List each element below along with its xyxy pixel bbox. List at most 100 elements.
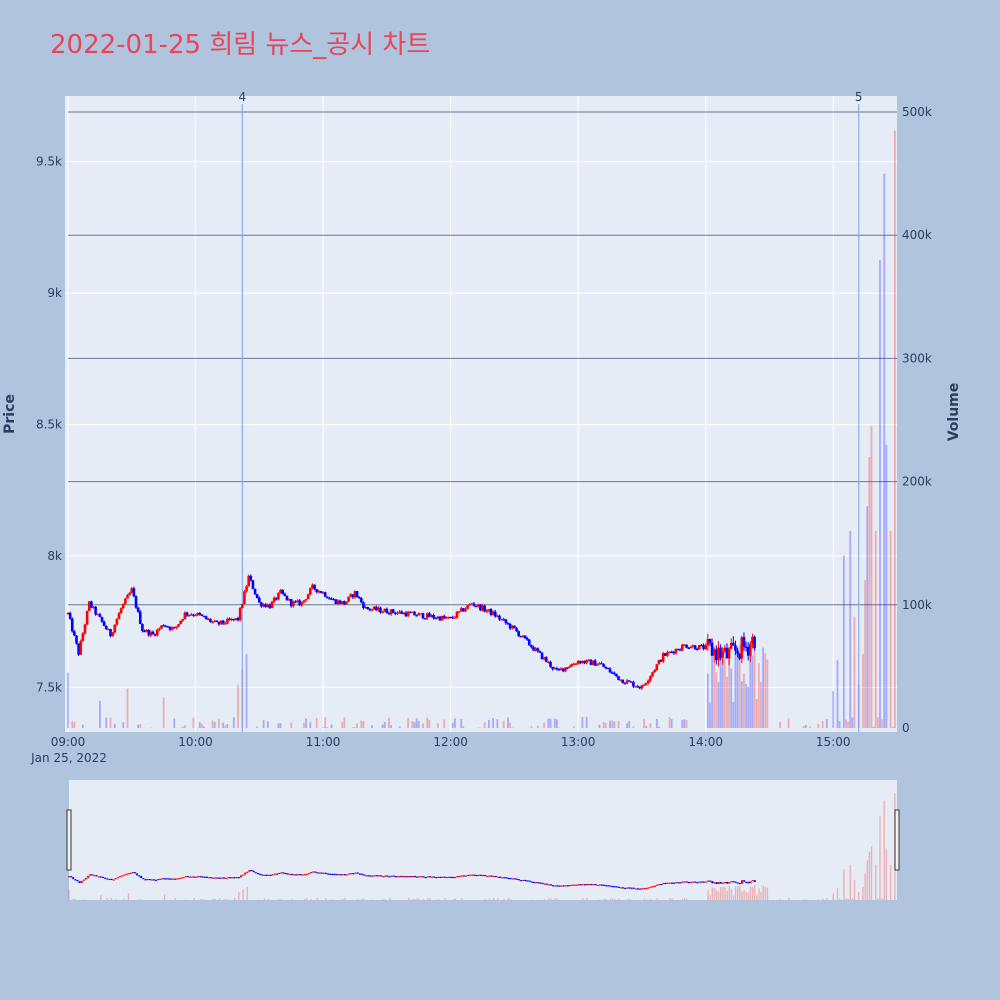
range-volume-bar (416, 898, 418, 900)
range-handle[interactable] (66, 809, 72, 871)
volume-bar (817, 723, 820, 728)
range-candle (515, 878, 518, 880)
candle-body (387, 613, 391, 615)
range-volume-bar (303, 899, 306, 900)
volume-bar (749, 653, 752, 728)
range-volume-bar (412, 898, 414, 900)
y-tick-label: 9k (47, 286, 62, 300)
range-candle (462, 875, 465, 877)
candle-body (578, 661, 582, 664)
candle-body (245, 586, 248, 592)
volume-bar (237, 684, 239, 728)
range-candle (622, 887, 625, 889)
candle-body (168, 627, 172, 630)
range-candle (465, 875, 468, 877)
candle-body (481, 605, 484, 611)
range-candle (244, 872, 247, 875)
range-candle (144, 879, 147, 881)
range-candle (346, 874, 349, 876)
range-candle (261, 874, 264, 876)
candle-body (742, 637, 746, 647)
candle-body (294, 601, 297, 603)
candle-body (196, 612, 199, 616)
range-candle (155, 879, 158, 881)
range-handle[interactable] (894, 809, 900, 871)
range-volume-bar (344, 898, 346, 900)
range-volume-bar (454, 898, 457, 900)
volume-bar (173, 718, 176, 728)
candle-body (221, 620, 225, 624)
range-candle (201, 876, 204, 878)
volume-bar (502, 720, 505, 728)
range-candle (751, 880, 754, 882)
range-volume-bar (764, 886, 767, 900)
range-candle (299, 874, 302, 876)
range-candle (730, 881, 733, 883)
candle-body (249, 575, 253, 581)
volume-bar (885, 444, 888, 728)
range-candle (704, 881, 707, 883)
range-volume-bar (821, 898, 824, 900)
volume-bar (98, 700, 101, 728)
candle-body (498, 615, 501, 620)
candle-body (81, 633, 85, 642)
candle-body (175, 626, 178, 628)
volume-bar (598, 724, 601, 728)
range-candle (513, 878, 516, 880)
volume-bar (755, 699, 758, 728)
range-candle (127, 873, 130, 875)
range-volume-bar (879, 816, 881, 900)
candle-body (557, 669, 561, 671)
range-candle (239, 875, 242, 878)
candle-body (298, 600, 301, 606)
range-volume-bar (885, 849, 888, 900)
range-volume-bar (728, 885, 730, 900)
volume-bar (351, 727, 354, 728)
candle-body (615, 673, 618, 677)
candle-body (629, 681, 633, 683)
volume-bar (760, 681, 762, 728)
candle-body (553, 668, 557, 670)
volume-bar (262, 719, 265, 728)
candle-body (644, 683, 648, 685)
candle-body (126, 595, 129, 599)
range-candle (687, 881, 690, 884)
range-volume-bar (444, 898, 446, 900)
candle-body (400, 611, 404, 615)
range-candle (581, 884, 584, 886)
y2-axis-title: Volume (946, 383, 962, 442)
range-candle (118, 876, 121, 878)
range-candle (70, 876, 73, 878)
range-candle (566, 885, 569, 887)
range-volume-bar (174, 898, 176, 900)
candle-body (136, 607, 140, 612)
candle-body (79, 641, 83, 655)
range-candle (282, 872, 285, 874)
candle-body (593, 660, 597, 666)
candle-body (258, 597, 261, 603)
range-volume-bar (310, 898, 312, 900)
candle-body (428, 613, 431, 617)
range-slider-bg (69, 780, 897, 900)
volume-bar (740, 681, 743, 728)
volume-bar (162, 697, 165, 728)
volume-bar (232, 717, 235, 728)
volume-bar (602, 721, 605, 728)
range-candle (496, 876, 499, 878)
volume-bar (851, 717, 854, 728)
range-candle (273, 873, 276, 875)
volume-bar (303, 723, 305, 728)
range-volume-bar (267, 898, 270, 900)
candle-body (657, 660, 661, 665)
range-candle (235, 877, 238, 879)
range-candle (129, 872, 132, 875)
range-candle (422, 876, 425, 878)
candle-body (466, 605, 469, 609)
range-candle (163, 878, 166, 880)
range-candle (222, 877, 225, 879)
range-candle (458, 875, 461, 878)
range-candle (150, 879, 153, 881)
candle-body (525, 638, 529, 640)
candle-body (612, 672, 616, 674)
